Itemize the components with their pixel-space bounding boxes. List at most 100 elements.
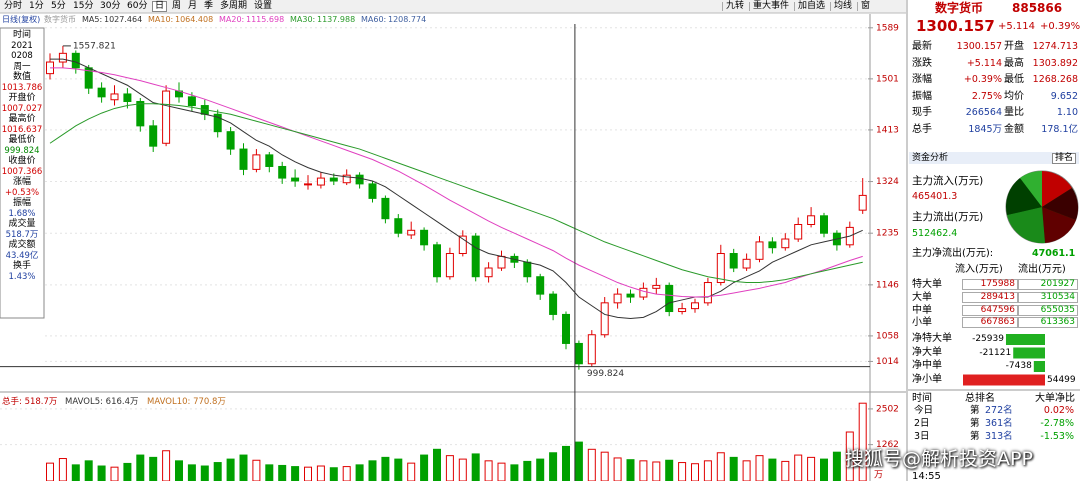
- volume-bar: [626, 459, 635, 481]
- candle-body: [678, 308, 687, 313]
- toolbar-tab[interactable]: 15分: [73, 1, 94, 11]
- toolbar-tab[interactable]: 设置: [254, 1, 273, 11]
- toolbar-tab[interactable]: 多周期: [220, 1, 248, 11]
- volume-bar: [420, 454, 429, 481]
- y-tick-label: 1501: [876, 74, 899, 84]
- toolbar-button[interactable]: 窗: [857, 2, 873, 11]
- volume-bar: [613, 457, 622, 481]
- quote-value: 1303.892: [1032, 57, 1078, 69]
- ma-legend-value: 1208.774: [388, 15, 427, 24]
- info-value: 周一: [13, 61, 31, 72]
- ranking-period: 2日: [914, 418, 930, 429]
- toolbar-button[interactable]: 九转: [722, 2, 747, 11]
- table-head: 流出(万元): [1018, 264, 1066, 275]
- candle-body: [278, 165, 287, 179]
- candle-body: [381, 197, 390, 220]
- fund-title: 资金分析: [912, 153, 949, 163]
- net-bar: [1005, 334, 1045, 345]
- quote-label: 开盘: [1004, 41, 1024, 52]
- info-value: +0.53%: [4, 187, 40, 198]
- candle-body: [652, 284, 661, 289]
- volume-bar: [639, 460, 648, 481]
- quote-value: 1.10: [1056, 107, 1078, 118]
- candle-body: [187, 96, 196, 107]
- net-order-value: -25939: [972, 334, 1004, 344]
- rank-button[interactable]: 排名: [1052, 153, 1077, 164]
- candle-body: [781, 238, 790, 249]
- volume-bar: [691, 463, 699, 481]
- candle-body: [562, 313, 570, 344]
- quote-change: +5.114: [998, 21, 1036, 32]
- quote-price: 1300.157: [916, 17, 995, 35]
- toolbar-tab[interactable]: 分时: [4, 1, 23, 11]
- ranking-rank: 272名: [985, 405, 1013, 416]
- y-tick-label: 1589: [876, 23, 899, 33]
- volume-bar: [342, 466, 351, 481]
- pie-slice: [1020, 170, 1042, 207]
- toolbar-tab[interactable]: 月: [188, 1, 198, 11]
- ma-line: [50, 58, 863, 319]
- info-label: 成交额: [8, 240, 36, 250]
- volume-bar: [252, 459, 261, 481]
- candle-body: [136, 100, 145, 127]
- toolbar-tab[interactable]: 60分: [127, 1, 148, 11]
- candle-body: [420, 229, 429, 246]
- quote-label: 最高: [1004, 57, 1024, 69]
- quote-label: 振幅: [912, 90, 932, 102]
- info-label: 数值: [12, 72, 31, 82]
- order-type: 大单: [912, 291, 932, 303]
- toolbar-tab[interactable]: 日: [152, 1, 168, 12]
- candle-body: [574, 342, 583, 365]
- candle-body: [97, 87, 106, 98]
- candle-body: [123, 93, 132, 102]
- candle-body: [639, 287, 648, 298]
- outflow-label: 主力流出(万元): [912, 211, 984, 223]
- outflow-cell: 310534: [1018, 291, 1078, 303]
- inflow-value: 465401.3: [912, 191, 958, 202]
- info-label: 最高价: [8, 114, 36, 124]
- toolbar-button[interactable]: 均线: [830, 2, 855, 11]
- candle-body: [549, 293, 558, 315]
- info-value: 999.824: [4, 145, 40, 156]
- volume-bar: [84, 460, 93, 481]
- volume-bar: [71, 464, 80, 481]
- quote-value: 1274.713: [1032, 41, 1078, 52]
- toolbar-tab[interactable]: 季: [204, 1, 214, 11]
- candle-body: [71, 52, 80, 69]
- toolbar-button[interactable]: 加自选: [794, 2, 828, 11]
- ranking-rank: 361名: [985, 418, 1013, 429]
- candle-body: [433, 244, 441, 278]
- info-value: 1013.786: [1, 82, 43, 93]
- info-value: 518.7万: [5, 229, 39, 240]
- order-type: 小单: [912, 317, 932, 329]
- candle-body: [291, 177, 300, 182]
- candle-body: [807, 215, 816, 225]
- toolbar-button[interactable]: 重大事件: [749, 2, 792, 11]
- quote-value: +0.39%: [963, 74, 1002, 85]
- order-type: 中单: [912, 304, 932, 316]
- toolbar-tab[interactable]: 5分: [51, 1, 66, 11]
- toolbar-tab[interactable]: 1分: [29, 1, 44, 11]
- ma-legend-label: MA10:: [148, 15, 174, 24]
- volume-bar: [471, 453, 480, 481]
- candle-body: [742, 258, 751, 269]
- inflow-cell: 175988: [962, 279, 1018, 290]
- toolbar-tab[interactable]: 周: [172, 1, 182, 11]
- ma-legend-value: 1064.408: [175, 15, 214, 24]
- y-tick-label: 1413: [876, 125, 899, 135]
- volume-bar: [678, 462, 687, 481]
- candle-body: [445, 253, 454, 278]
- volume-bar: [316, 465, 325, 481]
- volume-bar: [162, 450, 171, 481]
- volume-bar: [858, 402, 867, 481]
- volume-bar: [716, 452, 725, 481]
- info-label: 涨幅: [12, 177, 31, 187]
- outflow-cell: 655035: [1018, 304, 1078, 316]
- candle-body: [226, 131, 235, 150]
- volume-bar: [355, 464, 364, 481]
- fund-header-bg: [909, 152, 1079, 164]
- candle-body: [458, 235, 467, 255]
- net-value: 47061.1: [1032, 248, 1076, 259]
- candle-body: [252, 154, 261, 170]
- toolbar-tab[interactable]: 30分: [100, 1, 121, 11]
